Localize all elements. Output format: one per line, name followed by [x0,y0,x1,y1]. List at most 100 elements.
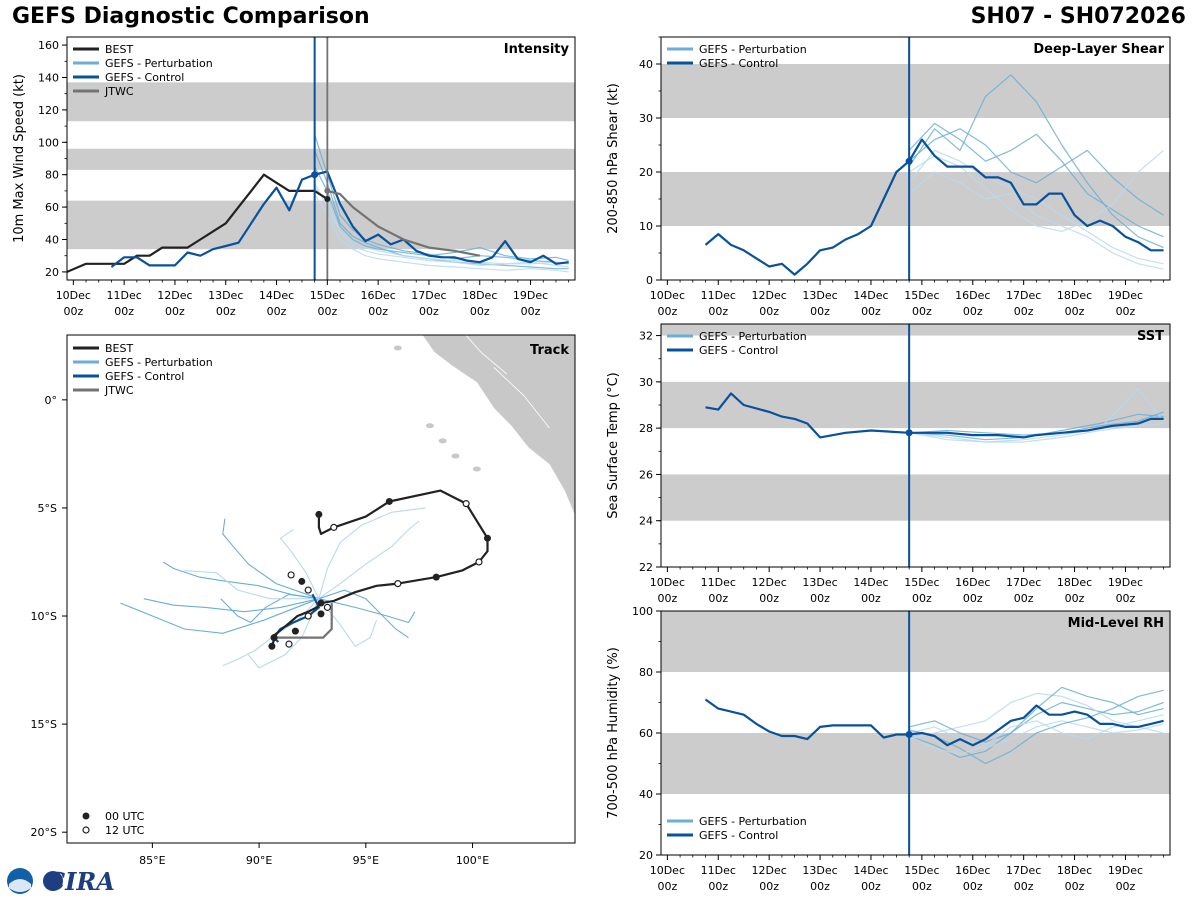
island [472,466,481,472]
x-tick-label: 00z [165,305,185,318]
perturbation-track [279,529,320,599]
x-tick-label: 19Dec [1108,864,1143,877]
legend-label: GEFS - Perturbation [105,356,213,369]
panel-title: Intensity [504,42,570,57]
x-tick-label: 15Dec [904,864,939,877]
panel-track: 85°E 90°E 95°E 100°E 0° 5°S 10°S 15°S 20°S Track B… [31,334,576,867]
y-axis-label: 200-850 hPa Shear (kt) [606,83,621,234]
y-tick-label: 80 [639,666,653,679]
legend-label: GEFS - Control [699,344,778,357]
x-tick-label: 00z [368,305,388,318]
globe-icon [43,871,63,891]
x-tick-label: 15Dec [904,289,939,302]
x-tick-label: 00z [861,592,881,605]
y-tick-label: 80 [45,169,59,182]
noaa-logo-wave [9,879,31,892]
y-tick-label: 0 [646,274,653,287]
marker-12utc [285,640,293,648]
x-tick-label: 16Dec [955,576,990,589]
y-tick-label: 28 [639,422,653,435]
x-tick-label: 14Dec [259,289,294,302]
plot-frame [660,36,1171,281]
x-tick-label: 100°E [456,854,489,867]
marker-12utc [462,500,470,508]
perturbation-track [222,598,320,667]
jtwc-first-marker [324,187,331,194]
y-tick-label: 26 [639,468,653,481]
x-tick-label: 11Dec [701,864,736,877]
marker-00utc [268,642,276,650]
perturbation-track [220,593,319,624]
y-tick-label: 30 [639,376,653,389]
x-tick-label: 00z [1065,880,1085,893]
y-tick-label: 160 [38,39,59,52]
x-tick-label: 10Dec [650,289,685,302]
x-tick-label: 14Dec [853,289,888,302]
x-tick-label: 85°E [139,854,165,867]
x-tick-label: 18Dec [1057,864,1092,877]
x-tick-label: 12Dec [752,864,787,877]
legend-label: GEFS - Control [699,57,778,70]
province-border [465,335,507,375]
x-tick-label: 00z [1065,305,1085,318]
y-tick-label: 20°S [31,826,57,839]
marker-12utc [287,571,295,579]
marker-00utc [317,599,325,607]
legend-label: GEFS - Perturbation [105,57,213,70]
perturbation-track [318,520,420,600]
x-tick-label: 00z [708,305,728,318]
y-tick-label: 140 [38,72,59,85]
series-line-gefs-perturbation [908,149,1164,232]
x-tick-label: 17Dec [411,289,446,302]
legend-label: GEFS - Perturbation [699,43,807,56]
x-tick-label: 00z [63,305,83,318]
x-tick-label: 00z [810,592,830,605]
x-tick-label: 00z [912,592,932,605]
x-tick-label: 00z [1116,880,1136,893]
x-tick-label: 12Dec [157,289,192,302]
plot-frame [66,334,576,844]
threshold-band [67,200,575,250]
x-tick-label: 00z [861,880,881,893]
x-tick-label: 00z [1116,592,1136,605]
threshold-band [661,172,1170,226]
x-tick-label: 12Dec [752,289,787,302]
x-tick-label: 00z [419,305,439,318]
threshold-band [67,148,575,170]
island [425,423,434,429]
y-tick-label: 60 [639,727,653,740]
series-line-gefs-perturbation [314,166,569,262]
x-tick-label: 00z [1014,880,1034,893]
cira-logo: CIRA [7,867,115,896]
perturbation-track [120,598,320,634]
x-tick-label: 00z [657,592,677,605]
series-group [704,74,1164,276]
threshold-band [661,381,1170,429]
marker-00utc [483,534,491,542]
series-line-gefs-control [704,138,1164,276]
panel-intensity: 20 40 60 80 100 120 140 160 10m Max Wind Speed (… [12,36,576,318]
init-point-marker [311,171,319,179]
x-tick-label: 00z [1014,305,1034,318]
x-tick-label: 00z [1014,592,1034,605]
threshold-bands [67,82,575,250]
marker-12utc [475,558,483,566]
x-tick-label: 00z [521,305,541,318]
x-tick-label: 95°E [353,854,379,867]
x-tick-label: 00z [912,880,932,893]
x-tick-label: 13Dec [208,289,243,302]
marker-00utc [385,497,393,505]
x-tick-label: 00z [759,592,779,605]
perturbation-track [318,598,378,648]
y-tick-label: 15°S [31,718,57,731]
x-tick-label: 14Dec [853,576,888,589]
marker-00utc [432,573,440,581]
x-tick-label: 00z [861,305,881,318]
best-track [270,489,489,647]
panel-title: Mid-Level RH [1068,616,1164,631]
x-tick-label: 19Dec [1108,289,1143,302]
init-point-marker [905,157,913,165]
series-line-gefs-perturbation [314,182,569,268]
marker-00utc [291,627,299,635]
series-line-gefs-perturbation [314,193,569,273]
